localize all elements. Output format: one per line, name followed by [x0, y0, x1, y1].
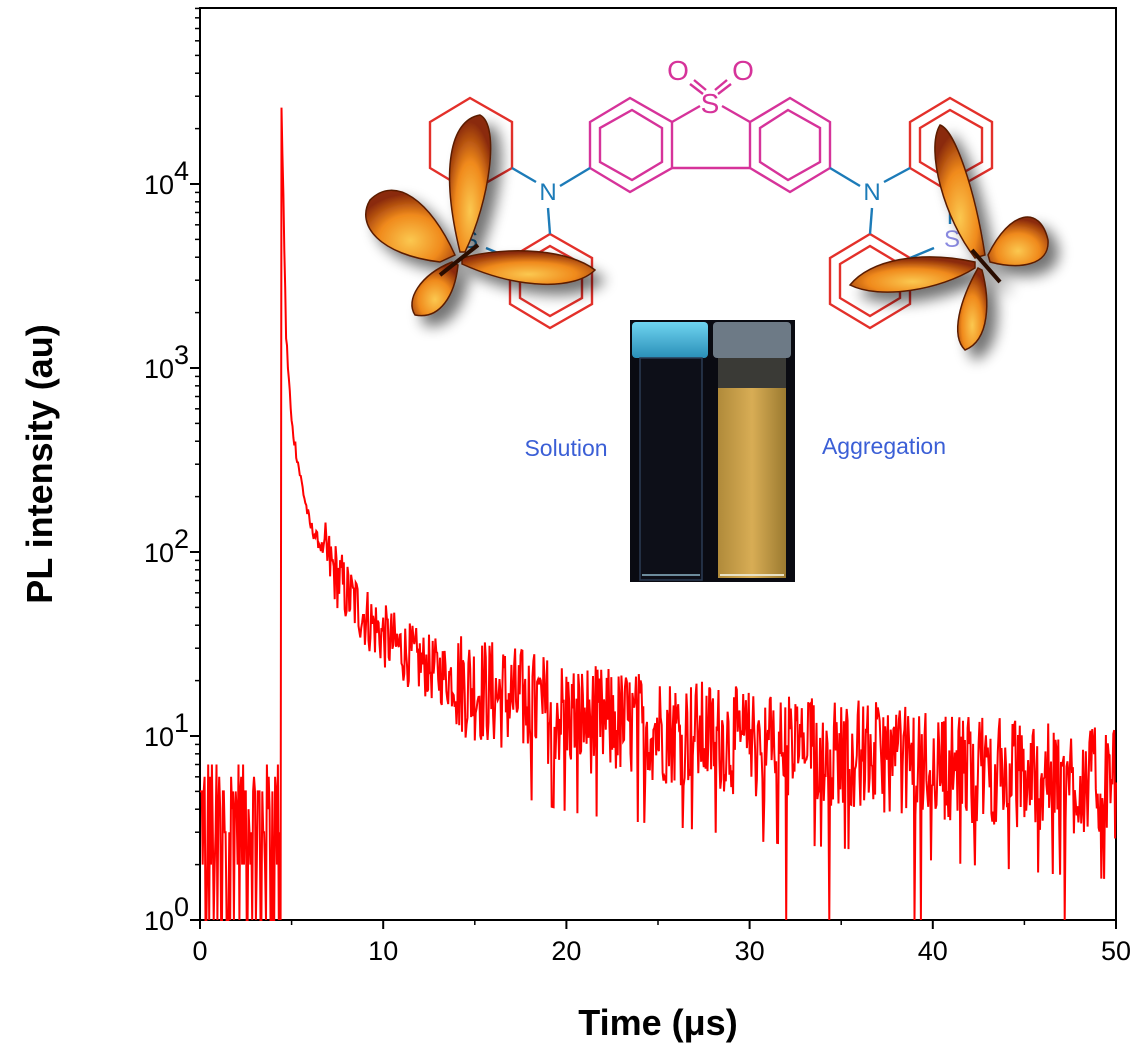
atom-sulfone-o-right: O: [732, 55, 754, 86]
y-tick-label: 10: [144, 354, 174, 384]
butterfly-right-image: [848, 124, 1049, 351]
label-solution: Solution: [524, 435, 607, 461]
y-tick-exponent: 0: [174, 892, 189, 922]
butterfly-left-image: [365, 114, 597, 317]
atom-sulfone-o-left: O: [667, 55, 689, 86]
y-tick-exponent: 1: [174, 708, 189, 738]
x-tick-label: 20: [551, 936, 581, 966]
label-aggregation: Aggregation: [822, 433, 946, 459]
atom-sulfone-s: S: [701, 88, 720, 119]
atom-n-right: N: [863, 179, 880, 206]
x-tick-label: 0: [192, 936, 207, 966]
atom-n-left: N: [539, 179, 556, 206]
x-tick-label: 40: [918, 936, 948, 966]
y-tick-label: 10: [144, 538, 174, 568]
y-tick-label: 10: [144, 170, 174, 200]
molecule-inset: O O S N N S: [365, 55, 1049, 582]
y-tick-exponent: 2: [174, 524, 189, 554]
y-axis-title: PL intensity (au): [19, 324, 60, 603]
atom-s-right: S: [944, 226, 960, 253]
x-tick-label: 10: [368, 936, 398, 966]
x-axis-title: Time (μs): [578, 1002, 737, 1043]
series-line-0: [200, 107, 1117, 921]
y-tick-exponent: 3: [174, 340, 189, 370]
x-tick-label: 30: [735, 936, 765, 966]
vials-photo: [630, 320, 795, 582]
y-tick-exponent: 4: [174, 156, 189, 186]
x-tick-label: 50: [1101, 936, 1131, 966]
x-axis: 0 10 20 30 40 50: [192, 920, 1131, 966]
y-tick-label: 10: [144, 906, 174, 936]
y-tick-label: 10: [144, 722, 174, 752]
